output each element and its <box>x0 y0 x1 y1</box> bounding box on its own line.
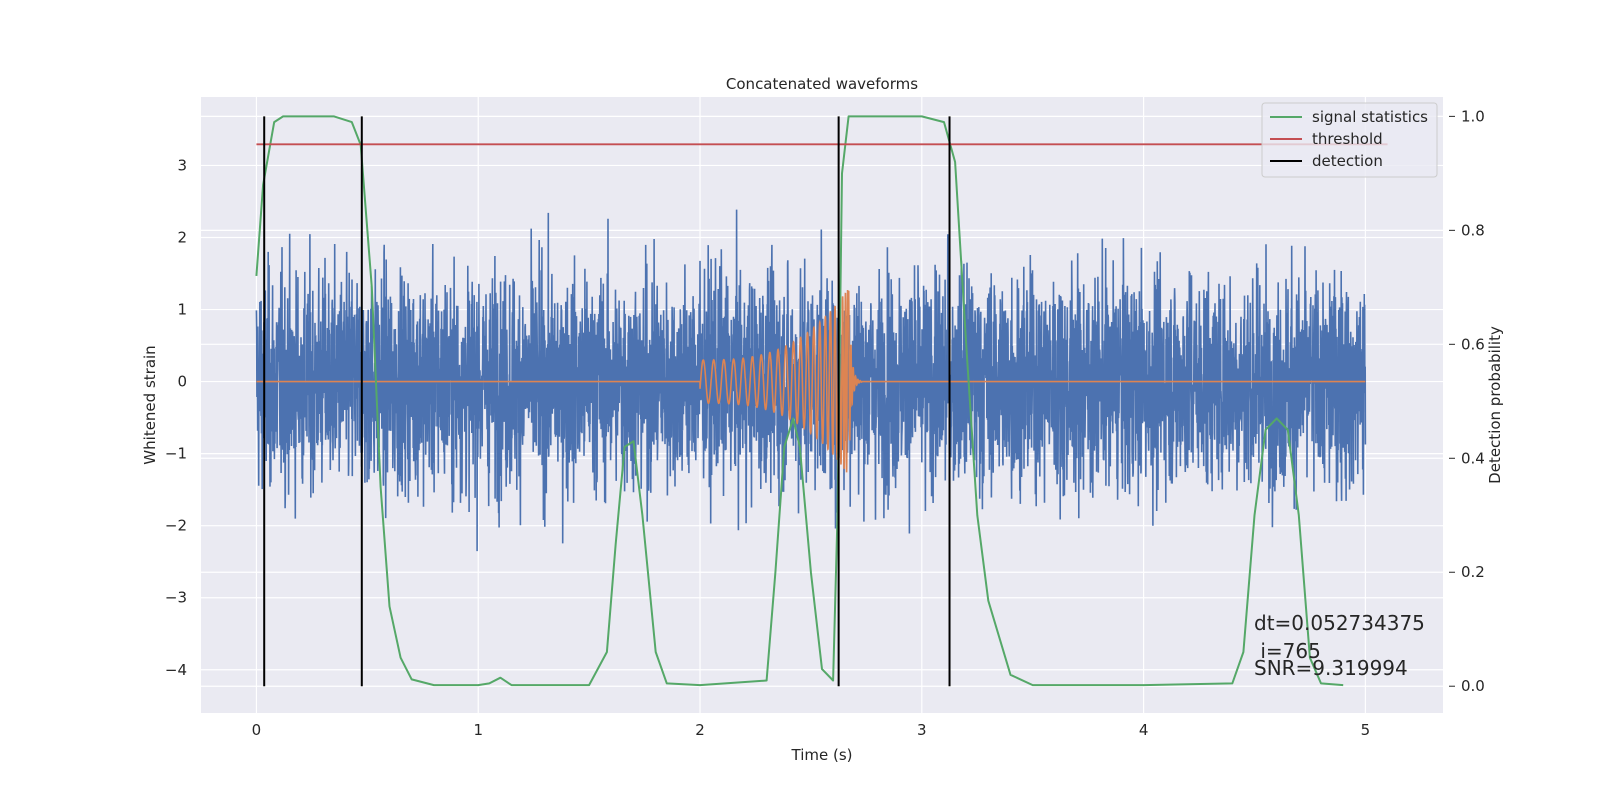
x-tick-label: 5 <box>1361 721 1371 739</box>
y-tick-label: 0 <box>177 373 187 391</box>
y-axis-left: 3 2 1 0 −1 −2 −3 −4 <box>165 156 187 678</box>
x-axis-label: Time (s) <box>791 746 853 764</box>
signal-statistics-line <box>255 115 1344 687</box>
injected-waveform-line <box>256 289 1366 473</box>
signal-statistics-series <box>255 115 1344 687</box>
legend-label-threshold: threshold <box>1312 130 1383 148</box>
y2-tick-label: 0.0 <box>1461 677 1485 695</box>
x-tick-label: 1 <box>473 721 483 739</box>
y-axis-label: Whitened strain <box>141 345 159 464</box>
x-axis: 0 1 2 3 4 5 <box>252 721 1370 739</box>
y2-tick-label: 0.8 <box>1461 221 1485 239</box>
legend-box <box>1261 102 1438 178</box>
y-tick-label: −1 <box>165 445 187 463</box>
legend-label-signal-statistics: signal statistics <box>1312 108 1428 126</box>
y-tick-label: −4 <box>165 661 187 679</box>
x-tick-label: 0 <box>252 721 262 739</box>
x-tick-label: 2 <box>695 721 705 739</box>
annotation-i: i=765 <box>1254 639 1321 663</box>
detection-series <box>263 116 951 687</box>
annotation-snr: SNR=9.319994 <box>1254 656 1408 680</box>
x-tick-label: 4 <box>1139 721 1149 739</box>
y2-tick-label: 0.2 <box>1461 563 1485 581</box>
legend-label-detection: detection <box>1312 152 1383 170</box>
injected-waveform-series <box>256 289 1366 473</box>
y2-tick-label: 0.6 <box>1461 335 1485 353</box>
chart-title: Concatenated waveforms <box>726 75 918 93</box>
y2-axis-label: Detection probability <box>1486 326 1504 484</box>
y2-tick-label: 1.0 <box>1461 107 1485 125</box>
annotation-dt: dt=0.052734375 <box>1254 611 1425 635</box>
y-tick-label: −2 <box>165 517 187 535</box>
y-tick-label: −3 <box>165 589 187 607</box>
x-tick-label: 3 <box>917 721 927 739</box>
y2-tick-label: 0.4 <box>1461 449 1485 467</box>
y-tick-label: 2 <box>177 228 187 246</box>
y-tick-label: 1 <box>177 301 187 319</box>
y-axis-right: 1.0 0.8 0.6 0.4 0.2 0.0 <box>1449 107 1485 695</box>
legend: signal statistics threshold detection <box>1261 102 1438 178</box>
y-tick-label: 3 <box>177 156 187 174</box>
